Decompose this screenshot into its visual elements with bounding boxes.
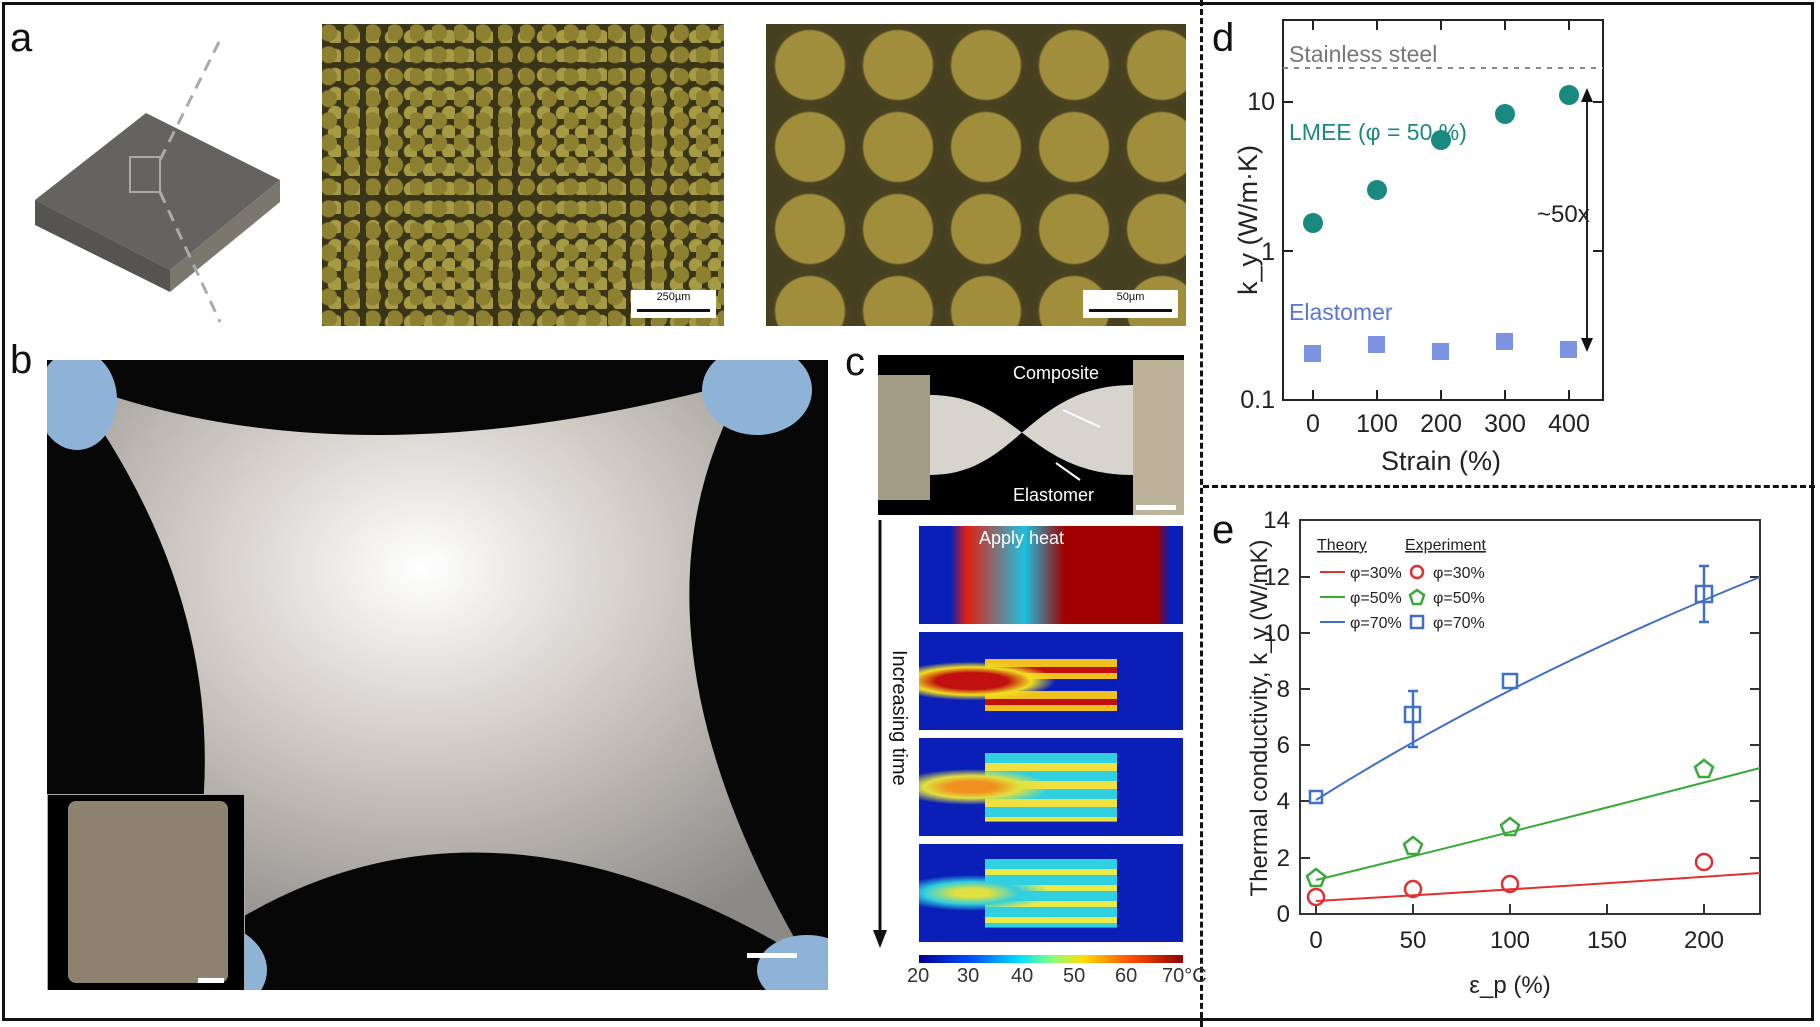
svg-text:100: 100 [1356, 410, 1398, 438]
svg-text:200: 200 [1684, 927, 1724, 954]
composite-twist-photo: Composite Elastomer [878, 355, 1184, 515]
micrograph-high-mag: 50µm [766, 24, 1186, 326]
svg-text:φ=30%: φ=30% [1433, 565, 1485, 582]
svg-text:300: 300 [1484, 410, 1526, 438]
exp-points-70 [1308, 564, 1714, 805]
thermal-frame-4 [919, 844, 1183, 942]
svg-text:6: 6 [1277, 732, 1290, 759]
y-axis-label: Thermal conductivity, k_y (W/mK) [1246, 540, 1273, 897]
svg-text:200: 200 [1420, 410, 1462, 438]
time-arrow [873, 520, 887, 948]
svg-text:φ=50%: φ=50% [1433, 590, 1485, 607]
slab-schematic [35, 39, 280, 323]
colorbar-tick: 60 [1115, 965, 1138, 987]
svg-text:150: 150 [1587, 927, 1627, 954]
svg-text:0: 0 [1309, 927, 1322, 954]
svg-text:0: 0 [1306, 410, 1320, 438]
svg-text:φ=70%: φ=70% [1350, 615, 1402, 632]
scale-bar-label: 50µm [1116, 291, 1145, 303]
y-axis-label: k_y (W/m·K) [1233, 145, 1263, 295]
colorbar-ticks: 20 30 40 50 60 70°C [905, 965, 1207, 989]
svg-text:φ=50%: φ=50% [1350, 590, 1402, 607]
divider-vertical [1200, 0, 1203, 1027]
panel-label-e: e [1212, 508, 1235, 552]
svg-text:φ=70%: φ=70% [1433, 615, 1485, 632]
twisted-strip [878, 360, 1184, 515]
chart-e: Theory Experiment φ=30% φ=50% φ=70% φ=30… [1246, 507, 1761, 999]
colorbar-tick: 40 [1011, 965, 1034, 987]
svg-text:10: 10 [1263, 620, 1290, 647]
theory-curve-70 [1315, 576, 1761, 801]
svg-text:10: 10 [1247, 88, 1275, 116]
x-axis-label: Strain (%) [1381, 446, 1501, 476]
legend-experiment-header: Experiment [1405, 537, 1486, 554]
chart-d: Stainless steel LMEE (φ = 50 %) Elastome… [1233, 19, 1604, 476]
theory-curve-50 [1315, 767, 1761, 881]
apply-heat-label: Apply heat [979, 528, 1065, 548]
colorbar [919, 955, 1183, 963]
colorbar-tick: 70°C [1162, 965, 1207, 987]
inset-unstretched-photo [47, 794, 245, 990]
scale-bar [1089, 309, 1172, 312]
svg-text:0.1: 0.1 [1240, 386, 1275, 414]
scale-bar-box: 50µm [1083, 290, 1178, 318]
increasing-time-text: Increasing time [888, 650, 910, 786]
thermal-frame-2 [919, 632, 1183, 730]
legend-experiment-labels: φ=30% φ=50% φ=70% [1433, 565, 1485, 632]
stainless-steel-label: Stainless steel [1289, 41, 1437, 67]
exp-points-50 [1305, 758, 1715, 888]
svg-text:8: 8 [1277, 676, 1290, 703]
fold-change-annotation: ~50x [1537, 201, 1590, 228]
micrograph-low-mag: 250µm [322, 24, 724, 326]
svg-text:1: 1 [1261, 238, 1275, 266]
x-ticks: 0 100 200 300 400 [1306, 410, 1590, 438]
inset-scale-bar [198, 978, 224, 983]
elastomer-points [1304, 333, 1577, 362]
panel-label-b: b [10, 338, 33, 382]
y-ticks: 0 2 4 6 8 10 12 14 [1263, 507, 1290, 928]
svg-text:φ=30%: φ=30% [1350, 565, 1402, 582]
scale-bar-label: 250µm [656, 291, 691, 303]
x-ticks: 0 50 100 150 200 [1309, 927, 1724, 954]
colorbar-tick: 50 [1063, 965, 1086, 987]
svg-text:14: 14 [1263, 507, 1290, 534]
scale-bar-box: 250µm [631, 290, 716, 318]
svg-text:100: 100 [1490, 927, 1530, 954]
y-ticks: 10 1 0.1 [1240, 88, 1275, 414]
scale-bar [637, 309, 710, 312]
elastomer-series-label: Elastomer [1289, 299, 1393, 325]
theory-curve-30 [1315, 872, 1761, 902]
svg-text:0: 0 [1277, 901, 1290, 928]
svg-text:2: 2 [1277, 845, 1290, 872]
svg-text:50: 50 [1400, 927, 1427, 954]
colorbar-tick: 20 [907, 965, 930, 987]
colorbar-tick: 30 [957, 965, 980, 987]
legend-theory-header: Theory [1317, 537, 1367, 554]
thermal-frame-1: Apply heat [919, 526, 1183, 624]
elastomer-label: Elastomer [1013, 485, 1095, 505]
thermal-frame-3 [919, 738, 1183, 836]
composite-label: Composite [1013, 363, 1100, 383]
svg-text:12: 12 [1263, 564, 1290, 591]
stretched-sheet-photo [47, 360, 828, 990]
x-axis-label: ε_p (%) [1469, 972, 1550, 999]
legend-theory-labels: φ=30% φ=50% φ=70% [1350, 565, 1402, 632]
inset-sheet [68, 801, 228, 983]
lmee-points [1303, 85, 1579, 233]
exp-points-30 [1306, 852, 1714, 907]
stretched-sheet [47, 360, 828, 990]
divider-horizontal [1203, 485, 1815, 488]
panel-label-c: c [845, 340, 865, 384]
panel-label-a: a [10, 16, 33, 60]
panel-label-d: d [1212, 16, 1235, 60]
svg-text:400: 400 [1548, 410, 1590, 438]
svg-text:4: 4 [1277, 788, 1290, 815]
